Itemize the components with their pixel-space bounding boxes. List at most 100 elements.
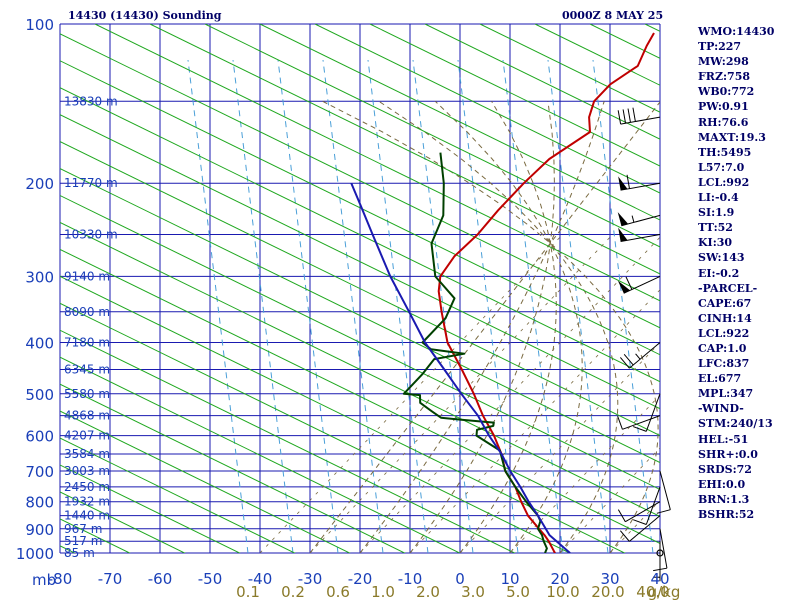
mixing-ratio-line bbox=[322, 59, 384, 553]
wind-barb-shaft bbox=[645, 393, 661, 432]
temperature-tick-label: 40 bbox=[650, 570, 669, 588]
dry-adiabat bbox=[60, 114, 660, 410]
temperature-tick-label: 20 bbox=[550, 570, 569, 588]
sounding-index: HEL:-51 bbox=[698, 432, 749, 446]
isotherm-grid bbox=[59, 24, 661, 553]
wind-barb-feather bbox=[632, 519, 647, 525]
moist-adiabat bbox=[359, 101, 605, 553]
height-label: 517 m bbox=[64, 534, 102, 548]
temperature-tick-label: 0 bbox=[455, 570, 465, 588]
pressure-tick-label: 1000 bbox=[16, 545, 54, 563]
height-label: 13830 m bbox=[64, 94, 118, 108]
mixing-ratio-tick-label: 5.0 bbox=[506, 583, 530, 600]
wind-barb-shaft bbox=[622, 415, 661, 430]
pressure-tick-label: 300 bbox=[25, 268, 54, 286]
sounding-index: TH:5495 bbox=[698, 145, 752, 159]
dry-adiabat bbox=[60, 33, 660, 329]
wind-barb-shaft bbox=[621, 214, 661, 227]
mixing-ratio-line bbox=[547, 59, 609, 553]
sounding-index: CAPE:67 bbox=[698, 296, 752, 310]
wind-barb-feather bbox=[656, 509, 671, 514]
wind-barb-feather bbox=[619, 530, 630, 542]
pressure-tick-label: 200 bbox=[25, 175, 54, 193]
moist-adiabat bbox=[378, 100, 619, 553]
wind-barb-pennant bbox=[618, 227, 628, 242]
dry-adiabat bbox=[0, 24, 40, 563]
height-label: 9140 m bbox=[64, 269, 110, 283]
sounding-index: BSHR:52 bbox=[698, 508, 755, 521]
height-label: 11770 m bbox=[64, 176, 118, 190]
wind-barb-shaft bbox=[659, 528, 668, 569]
temperature-profile bbox=[437, 32, 655, 553]
skewed-isotherm bbox=[509, 394, 660, 553]
temperature-tick-label: -40 bbox=[248, 570, 273, 588]
temperature-tick-label: -10 bbox=[398, 570, 423, 588]
pressure-unit-label: mb bbox=[32, 571, 56, 589]
wind-barb bbox=[617, 501, 661, 523]
sounding-index: -WIND- bbox=[698, 402, 744, 416]
wind-barb bbox=[618, 174, 661, 191]
mixing-ratio-tick-label: 10.0 bbox=[546, 583, 579, 600]
wind-barb bbox=[632, 486, 661, 525]
wind-barb-feather bbox=[625, 276, 633, 290]
sounding-index: MAXT:19.3 bbox=[698, 130, 766, 144]
dry-adiabat bbox=[424, 24, 660, 140]
mixing-ratio-tick-label: 0.6 bbox=[326, 583, 350, 600]
mixing-ratio-line bbox=[367, 59, 429, 553]
sounding-index: MW:298 bbox=[698, 55, 749, 69]
profile-series bbox=[350, 32, 655, 553]
height-label: 8090 m bbox=[64, 305, 110, 319]
sounding-index: EI:-0.2 bbox=[698, 266, 740, 280]
pressure-tick-label: 500 bbox=[25, 386, 54, 404]
sounding-index: EL:677 bbox=[698, 372, 742, 386]
height-label: 5580 m bbox=[64, 387, 110, 401]
wind-barb-feather bbox=[617, 509, 626, 522]
wind-barb bbox=[656, 470, 671, 514]
mixing-ratio-tick-label: 40.0 bbox=[636, 583, 669, 600]
skewed-isotherm bbox=[559, 447, 660, 553]
mixing-ratio-tick-label: 20.0 bbox=[591, 583, 624, 600]
wind-barb-feather bbox=[619, 357, 630, 369]
wind-barb bbox=[619, 515, 661, 542]
height-label: 85 m bbox=[64, 546, 95, 560]
sounding-index: BRN:1.3 bbox=[698, 492, 750, 506]
skewed-isotherm bbox=[459, 341, 660, 553]
sounding-index: LCL:992 bbox=[698, 175, 750, 189]
wind-barb-half-feather bbox=[635, 353, 641, 360]
wind-barb bbox=[617, 415, 661, 430]
pressure-tick-label: 400 bbox=[25, 334, 54, 352]
wind-barb-feather bbox=[623, 353, 634, 366]
height-label: 3584 m bbox=[64, 447, 110, 461]
sounding-indices-list: WMO:14430 TP:227 MW:298 FRZ:758 WB0:772 PW:0.… bbox=[698, 24, 774, 522]
parcel-profile bbox=[350, 182, 571, 553]
sounding-index: KI:30 bbox=[698, 236, 733, 250]
wind-barb-shaft bbox=[629, 342, 661, 369]
dry-adiabat bbox=[369, 24, 660, 167]
wind-barb bbox=[632, 393, 661, 432]
dry-adiabat bbox=[60, 302, 571, 553]
wind-barb bbox=[617, 107, 661, 125]
height-label: 7180 m bbox=[64, 335, 110, 349]
sounding-index: SW:143 bbox=[698, 251, 745, 265]
dry-adiabat bbox=[259, 24, 660, 221]
mixing-ratio-tick-label: 2.0 bbox=[416, 583, 440, 600]
temperature-tick-label: -70 bbox=[98, 570, 123, 588]
wind-barb-shaft bbox=[620, 116, 661, 125]
moist-adiabat bbox=[309, 101, 660, 553]
wind-barb-shaft bbox=[645, 486, 661, 525]
wind-barb-feather bbox=[653, 567, 668, 572]
sounding-index: PW:0.91 bbox=[698, 100, 749, 114]
mixing-ratio-line bbox=[592, 59, 654, 553]
dry-adiabat bbox=[60, 356, 461, 553]
mixing-ratio-line bbox=[187, 59, 249, 553]
wind-barb-half-feather bbox=[631, 215, 635, 223]
dry-adiabat bbox=[60, 437, 296, 553]
dry-adiabat bbox=[60, 329, 516, 553]
dry-adiabat bbox=[60, 141, 660, 437]
pressure-tick-label: 900 bbox=[25, 521, 54, 539]
sounding-index: L57:7.0 bbox=[698, 160, 745, 174]
wind-barb bbox=[653, 541, 661, 582]
pressure-tick-label: 700 bbox=[25, 463, 54, 481]
dry-adiabat bbox=[60, 464, 241, 553]
mixing-ratio-line bbox=[412, 59, 474, 553]
